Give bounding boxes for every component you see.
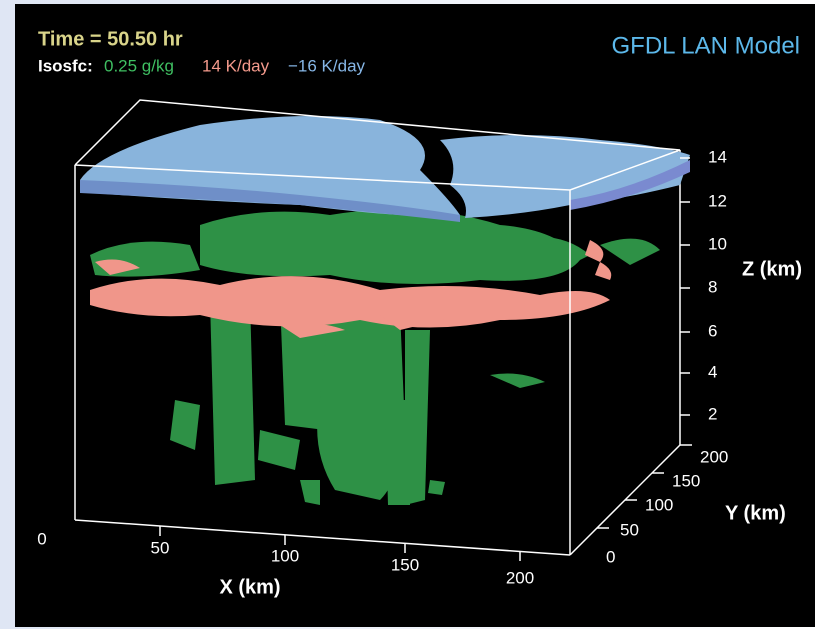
isosurface-blue: −16 K/day bbox=[288, 56, 366, 75]
isosurface-label: Isosfc: bbox=[38, 56, 93, 75]
time-label: Time = 50.50 hr bbox=[38, 28, 183, 50]
x-axis-label: X (km) bbox=[219, 576, 280, 598]
x-tick-label: 50 bbox=[151, 538, 170, 557]
isosurface-pink: 14 K/day bbox=[202, 56, 270, 75]
z-tick-label: 12 bbox=[708, 191, 727, 210]
y-tick-label: 0 bbox=[606, 547, 615, 566]
x-tick-label: 200 bbox=[506, 568, 534, 587]
z-tick-label: 10 bbox=[708, 234, 727, 253]
model-title: GFDL LAN Model bbox=[611, 32, 800, 59]
y-tick-label: 50 bbox=[620, 520, 639, 539]
x-tick-label: 0 bbox=[37, 529, 46, 548]
visualization: Time = 50.50 hr Isosfc: 0.25 g/kg 14 K/d… bbox=[0, 0, 824, 629]
x-tick-label: 150 bbox=[391, 555, 419, 574]
y-axis-label: Y (km) bbox=[725, 502, 786, 524]
x-tick-label: 100 bbox=[271, 546, 299, 565]
y-tick-label: 200 bbox=[700, 447, 728, 466]
z-tick-label: 14 bbox=[708, 147, 727, 166]
isosurface-green: 0.25 g/kg bbox=[104, 56, 174, 75]
z-tick-label: 4 bbox=[708, 362, 717, 381]
z-axis-label: Z (km) bbox=[742, 258, 802, 280]
z-tick-label: 6 bbox=[708, 321, 717, 340]
z-tick-label: 8 bbox=[708, 277, 717, 296]
z-tick-label: 2 bbox=[708, 404, 717, 423]
y-tick-label: 100 bbox=[645, 495, 673, 514]
y-tick-label: 150 bbox=[672, 471, 700, 490]
